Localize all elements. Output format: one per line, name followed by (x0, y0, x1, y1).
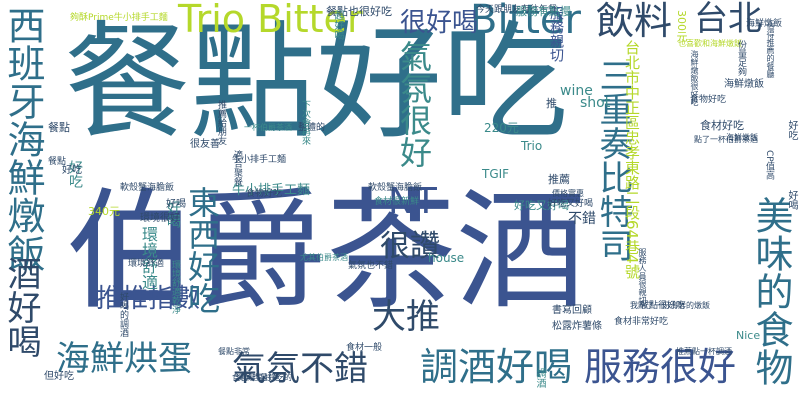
word: 食材非常好吃 (614, 317, 669, 327)
word: 酒好喝 (1, 256, 41, 358)
word: 海鮮烘蛋 (56, 339, 192, 379)
word: 牛小排手工麵 (232, 183, 311, 198)
word: Nice (736, 329, 761, 342)
word: 好喝的調酒 (118, 292, 128, 337)
word: 調酒好喝 (420, 345, 573, 389)
word: TGIF (482, 167, 510, 181)
word: 我點了一份海鮮的燉飯 (630, 301, 710, 310)
word: 一杯伯爵茶酒 (244, 123, 292, 132)
word: 台北 (694, 0, 762, 39)
word: 大推 (372, 297, 440, 337)
word: 食物好吃 (690, 95, 727, 105)
word: 好喝 (166, 199, 186, 210)
word: 軟殼蟹海膽飯 (368, 183, 423, 193)
word: 伯爵茶酒 (66, 175, 587, 327)
word: 環境舒適 (128, 259, 165, 269)
word: 好吃又好喝 (514, 199, 569, 212)
word: 夠酥Prime牛小排手工麵 (70, 13, 168, 23)
word: 餐點也很好吃 (326, 5, 392, 18)
word: shot (580, 95, 611, 111)
word: 美味的食物 (749, 196, 793, 386)
word: 整體的 (298, 123, 326, 133)
word: 服務人員很親切 (638, 248, 647, 304)
word: 飲料 (596, 0, 673, 43)
word: 氣氛不錯 (232, 349, 368, 389)
word: 環境很好 (140, 213, 180, 224)
word: 很友善 (190, 139, 220, 150)
word: 很好喝 (400, 8, 479, 38)
word: 價格實惠 (552, 189, 584, 198)
word: 書寫回顧 (552, 305, 592, 316)
word: 份量足夠 (736, 40, 746, 76)
word: 食物非常好吃 (232, 373, 280, 382)
word: Trio (521, 139, 543, 153)
word: house (428, 251, 465, 265)
word: 340元 (88, 205, 120, 218)
word: Trio Bitter (178, 0, 363, 41)
word: 食物好吃 (246, 189, 283, 199)
word: 氣氛很好 (395, 40, 433, 168)
word: 推薦點一杯調酒 (676, 347, 732, 356)
word: CP值高 (764, 150, 774, 180)
word: 很讚 (380, 229, 440, 264)
word: Bitter (470, 0, 581, 43)
word: 淡菜也是好吃的 (236, 373, 292, 382)
word: 海鮮燉飯 (726, 133, 758, 142)
word: 好吃又好喝 (548, 199, 594, 209)
word: 松露炸薯條 (552, 321, 602, 332)
word: 不錯 (568, 211, 596, 227)
word: 推薦給朋友 (216, 100, 226, 145)
word: 服務有點慢 (516, 5, 571, 18)
word: 東西好吃 (183, 186, 221, 314)
word: NT (388, 181, 437, 222)
word: 環境舒適乾淨 (170, 260, 180, 314)
word: 220元 (484, 121, 519, 135)
word: 好喝 (786, 190, 797, 210)
word: 餐點 (48, 121, 70, 134)
word: 推薦 (548, 173, 570, 186)
word: 好吃 (62, 165, 82, 176)
word: 推 (546, 97, 557, 110)
word: 餐點 (48, 157, 67, 167)
word: 服務很好 (584, 345, 737, 389)
word: wine (560, 83, 593, 99)
word: 300元 (675, 10, 688, 42)
word: 服務親切 (548, 6, 564, 62)
word: 餐點非常 (218, 347, 250, 356)
word: 也喜歡和海鮮燉飯 (678, 39, 742, 48)
word: 推推指數 (96, 284, 201, 314)
word: 牛小排手工麵 (232, 155, 287, 165)
word: 餐點好吃 (64, 9, 568, 156)
word: 海鮮燉飯 (724, 79, 764, 90)
word: 西班牙海鮮燉飯 (1, 6, 45, 272)
word: 海鮮燉飯很好吃 (690, 50, 699, 106)
word: 三重奏比特司 (593, 58, 633, 262)
word: 食材好吃 (700, 119, 744, 132)
word: 下次會再來 (300, 100, 310, 145)
word: 軟殼蟹海膽飯 (120, 183, 175, 193)
word: 環境舒適 (139, 226, 158, 290)
word: 海鮮燉飯 (746, 19, 783, 29)
word: 餐點很好吃 (640, 301, 686, 311)
word: 氣氛也不錯 (348, 261, 394, 271)
word: 台北市中正區忠孝東路二段64巷4號 (623, 40, 641, 279)
word: 食材一般 (346, 343, 383, 353)
word: 好喝 (165, 200, 181, 228)
word: 今天跟朋友有往午餐 (476, 5, 558, 15)
word: 點了一杯伯爵茶酒 (694, 135, 758, 144)
word: 適合聚餐 (232, 150, 242, 186)
word: 好吃 (67, 160, 83, 188)
word: 但好吃 (44, 371, 74, 382)
word: 尤其伯爵茶酒 (300, 253, 348, 262)
word: 超好喝 (332, 10, 343, 40)
word: 值得推薦的餐廳 (766, 22, 775, 78)
word: 好吃 (786, 120, 797, 140)
word: 調酒 (534, 368, 545, 388)
word: 食材很新鮮 (374, 197, 420, 207)
